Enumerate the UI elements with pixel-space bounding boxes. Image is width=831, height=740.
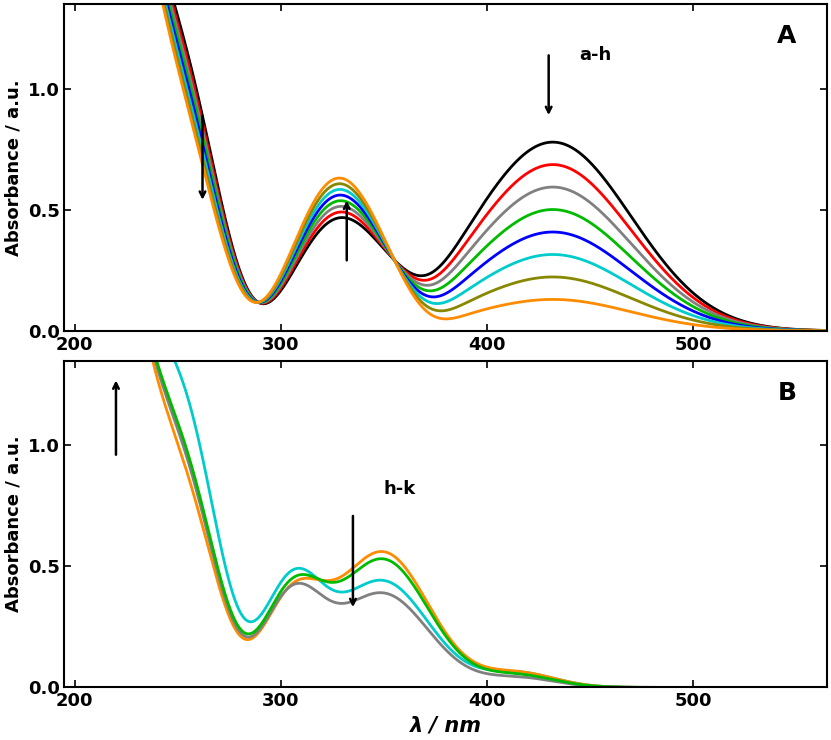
Text: h-k: h-k	[384, 480, 416, 498]
Y-axis label: Absorbance / a.u.: Absorbance / a.u.	[4, 79, 22, 256]
Y-axis label: Absorbance / a.u.: Absorbance / a.u.	[4, 436, 22, 613]
X-axis label: λ / nm: λ / nm	[410, 716, 482, 736]
Text: B: B	[777, 381, 796, 405]
Text: a-h: a-h	[579, 46, 612, 64]
Text: A: A	[777, 24, 797, 48]
